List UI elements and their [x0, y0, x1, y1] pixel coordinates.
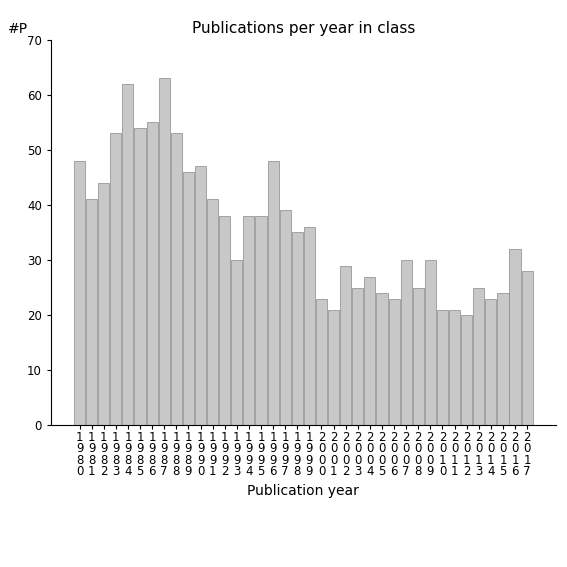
Bar: [497, 293, 509, 425]
Bar: [401, 260, 412, 425]
Bar: [388, 299, 400, 425]
Bar: [122, 84, 133, 425]
Bar: [292, 232, 303, 425]
Bar: [340, 265, 351, 425]
Bar: [146, 122, 158, 425]
Bar: [219, 216, 230, 425]
Bar: [280, 210, 291, 425]
Title: Publications per year in class: Publications per year in class: [192, 21, 415, 36]
Bar: [352, 287, 363, 425]
Bar: [473, 287, 484, 425]
Bar: [425, 260, 436, 425]
Bar: [231, 260, 242, 425]
Bar: [510, 249, 521, 425]
Bar: [328, 310, 339, 425]
Bar: [110, 133, 121, 425]
Bar: [461, 315, 472, 425]
Bar: [376, 293, 388, 425]
Bar: [207, 200, 218, 425]
Bar: [522, 271, 533, 425]
Bar: [413, 287, 424, 425]
Bar: [195, 166, 206, 425]
Bar: [243, 216, 255, 425]
Bar: [316, 299, 327, 425]
Bar: [134, 128, 146, 425]
Bar: [171, 133, 182, 425]
Bar: [98, 183, 109, 425]
Bar: [365, 277, 375, 425]
Bar: [449, 310, 460, 425]
Bar: [304, 227, 315, 425]
X-axis label: Publication year: Publication year: [247, 484, 359, 498]
Bar: [437, 310, 448, 425]
Bar: [268, 161, 278, 425]
Bar: [159, 78, 170, 425]
Bar: [485, 299, 497, 425]
Bar: [183, 172, 194, 425]
Text: #P: #P: [8, 22, 28, 36]
Bar: [74, 161, 85, 425]
Bar: [86, 200, 97, 425]
Bar: [256, 216, 266, 425]
